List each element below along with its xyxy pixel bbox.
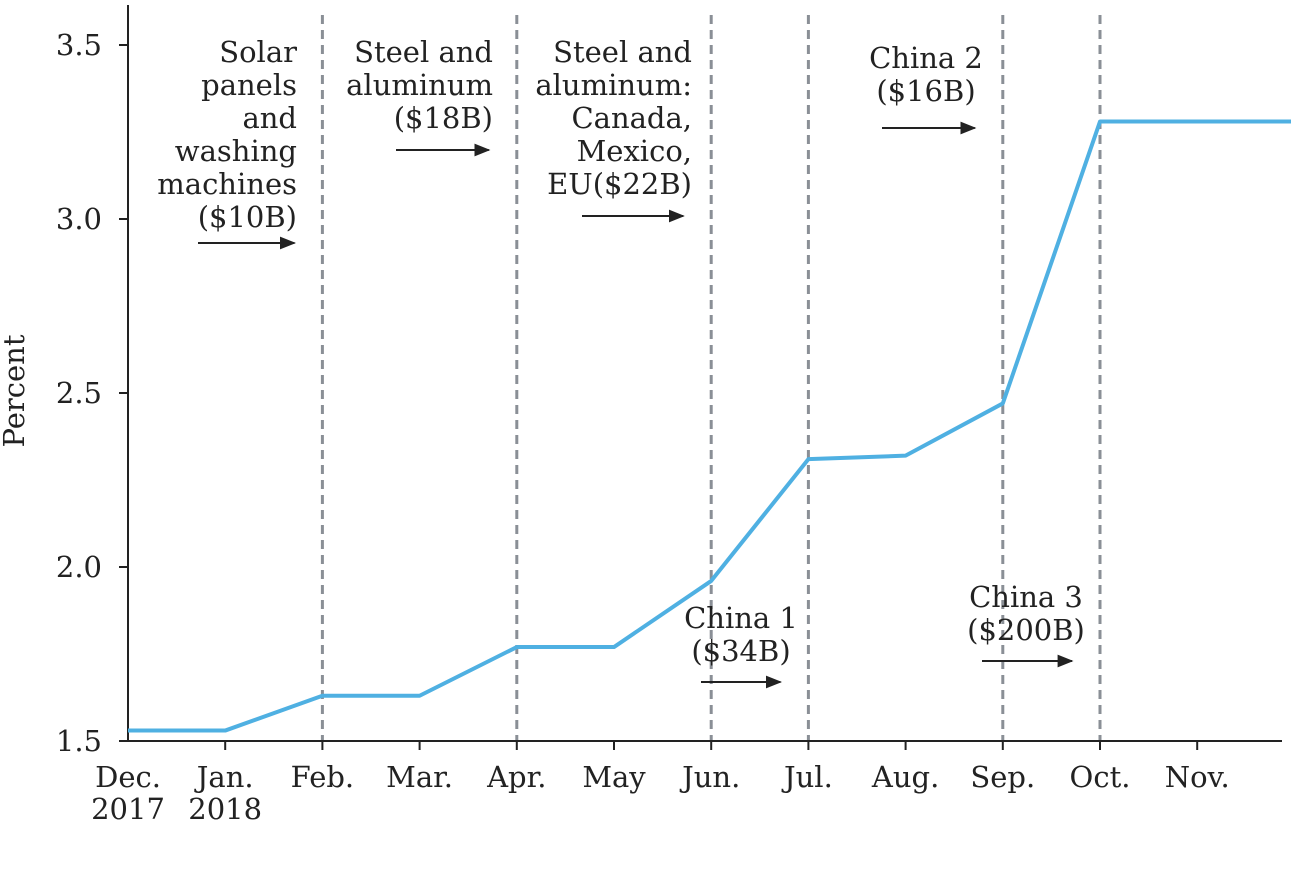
x-tick-label: Jan. (194, 760, 254, 794)
annotation-label: machines (157, 167, 297, 201)
x-tick-year-label: 2018 (188, 792, 262, 826)
annotation-label: ($18B) (394, 101, 493, 135)
x-ticks-layer: Dec.2017 Jan.2018 Feb. Mar. Apr. May Jun. Jul. A… (91, 741, 1230, 826)
x-tick-label: Jun. (679, 760, 740, 794)
y-tick-label: 2.5 (56, 376, 102, 410)
annotation-label: China 2 (869, 41, 983, 75)
x-tick-label: Jul. (781, 760, 833, 794)
y-tick-label: 3.5 (56, 28, 102, 62)
annotation-label: and (242, 101, 297, 135)
annotation-label: ($10B) (198, 200, 297, 234)
y-tick-label: 1.5 (56, 724, 102, 758)
x-tick-label: Feb. (291, 760, 354, 794)
annotation-label: aluminum: (535, 68, 692, 102)
y-ticks-layer: 1.5 2.0 2.5 3.0 3.5 (56, 28, 128, 758)
x-tick-label: Sep. (970, 760, 1035, 794)
annotation-label: Steel and (354, 35, 493, 69)
annotation-label: ($34B) (691, 634, 790, 668)
annotation-label: ($200B) (967, 613, 1085, 647)
axes-layer (127, 5, 1282, 742)
series-layer (128, 119, 1291, 733)
x-tick-label: Aug. (871, 760, 939, 794)
x-tick-label: May (582, 760, 646, 794)
annotation-label: China 3 (969, 580, 1083, 614)
annotation-label: China 1 (684, 601, 798, 635)
annotation-label: panels (201, 68, 297, 102)
annotation-label: ($16B) (876, 74, 975, 108)
x-tick-label: Dec. (95, 760, 161, 794)
x-tick-label: Oct. (1070, 760, 1131, 794)
x-tick-year-label: 2017 (91, 792, 165, 826)
annotation-label: aluminum (346, 68, 493, 102)
y-tick-label: 3.0 (56, 202, 102, 236)
annotation-label: Solar (219, 35, 297, 69)
annotation-label: Canada, (571, 101, 692, 135)
annotation-label: washing (175, 134, 297, 168)
annotation-label: Mexico, (577, 134, 692, 168)
annotation-label: Steel and (553, 35, 692, 69)
event-lines-layer (320, 15, 1102, 741)
y-axis-title: Percent (0, 334, 31, 447)
series-line (128, 119, 1291, 733)
y-tick-label: 2.0 (56, 550, 102, 584)
x-tick-label: Apr. (486, 760, 546, 794)
annotation-label: EU($22B) (547, 167, 692, 201)
x-tick-label: Mar. (386, 760, 453, 794)
x-tick-label: Nov. (1165, 760, 1230, 794)
